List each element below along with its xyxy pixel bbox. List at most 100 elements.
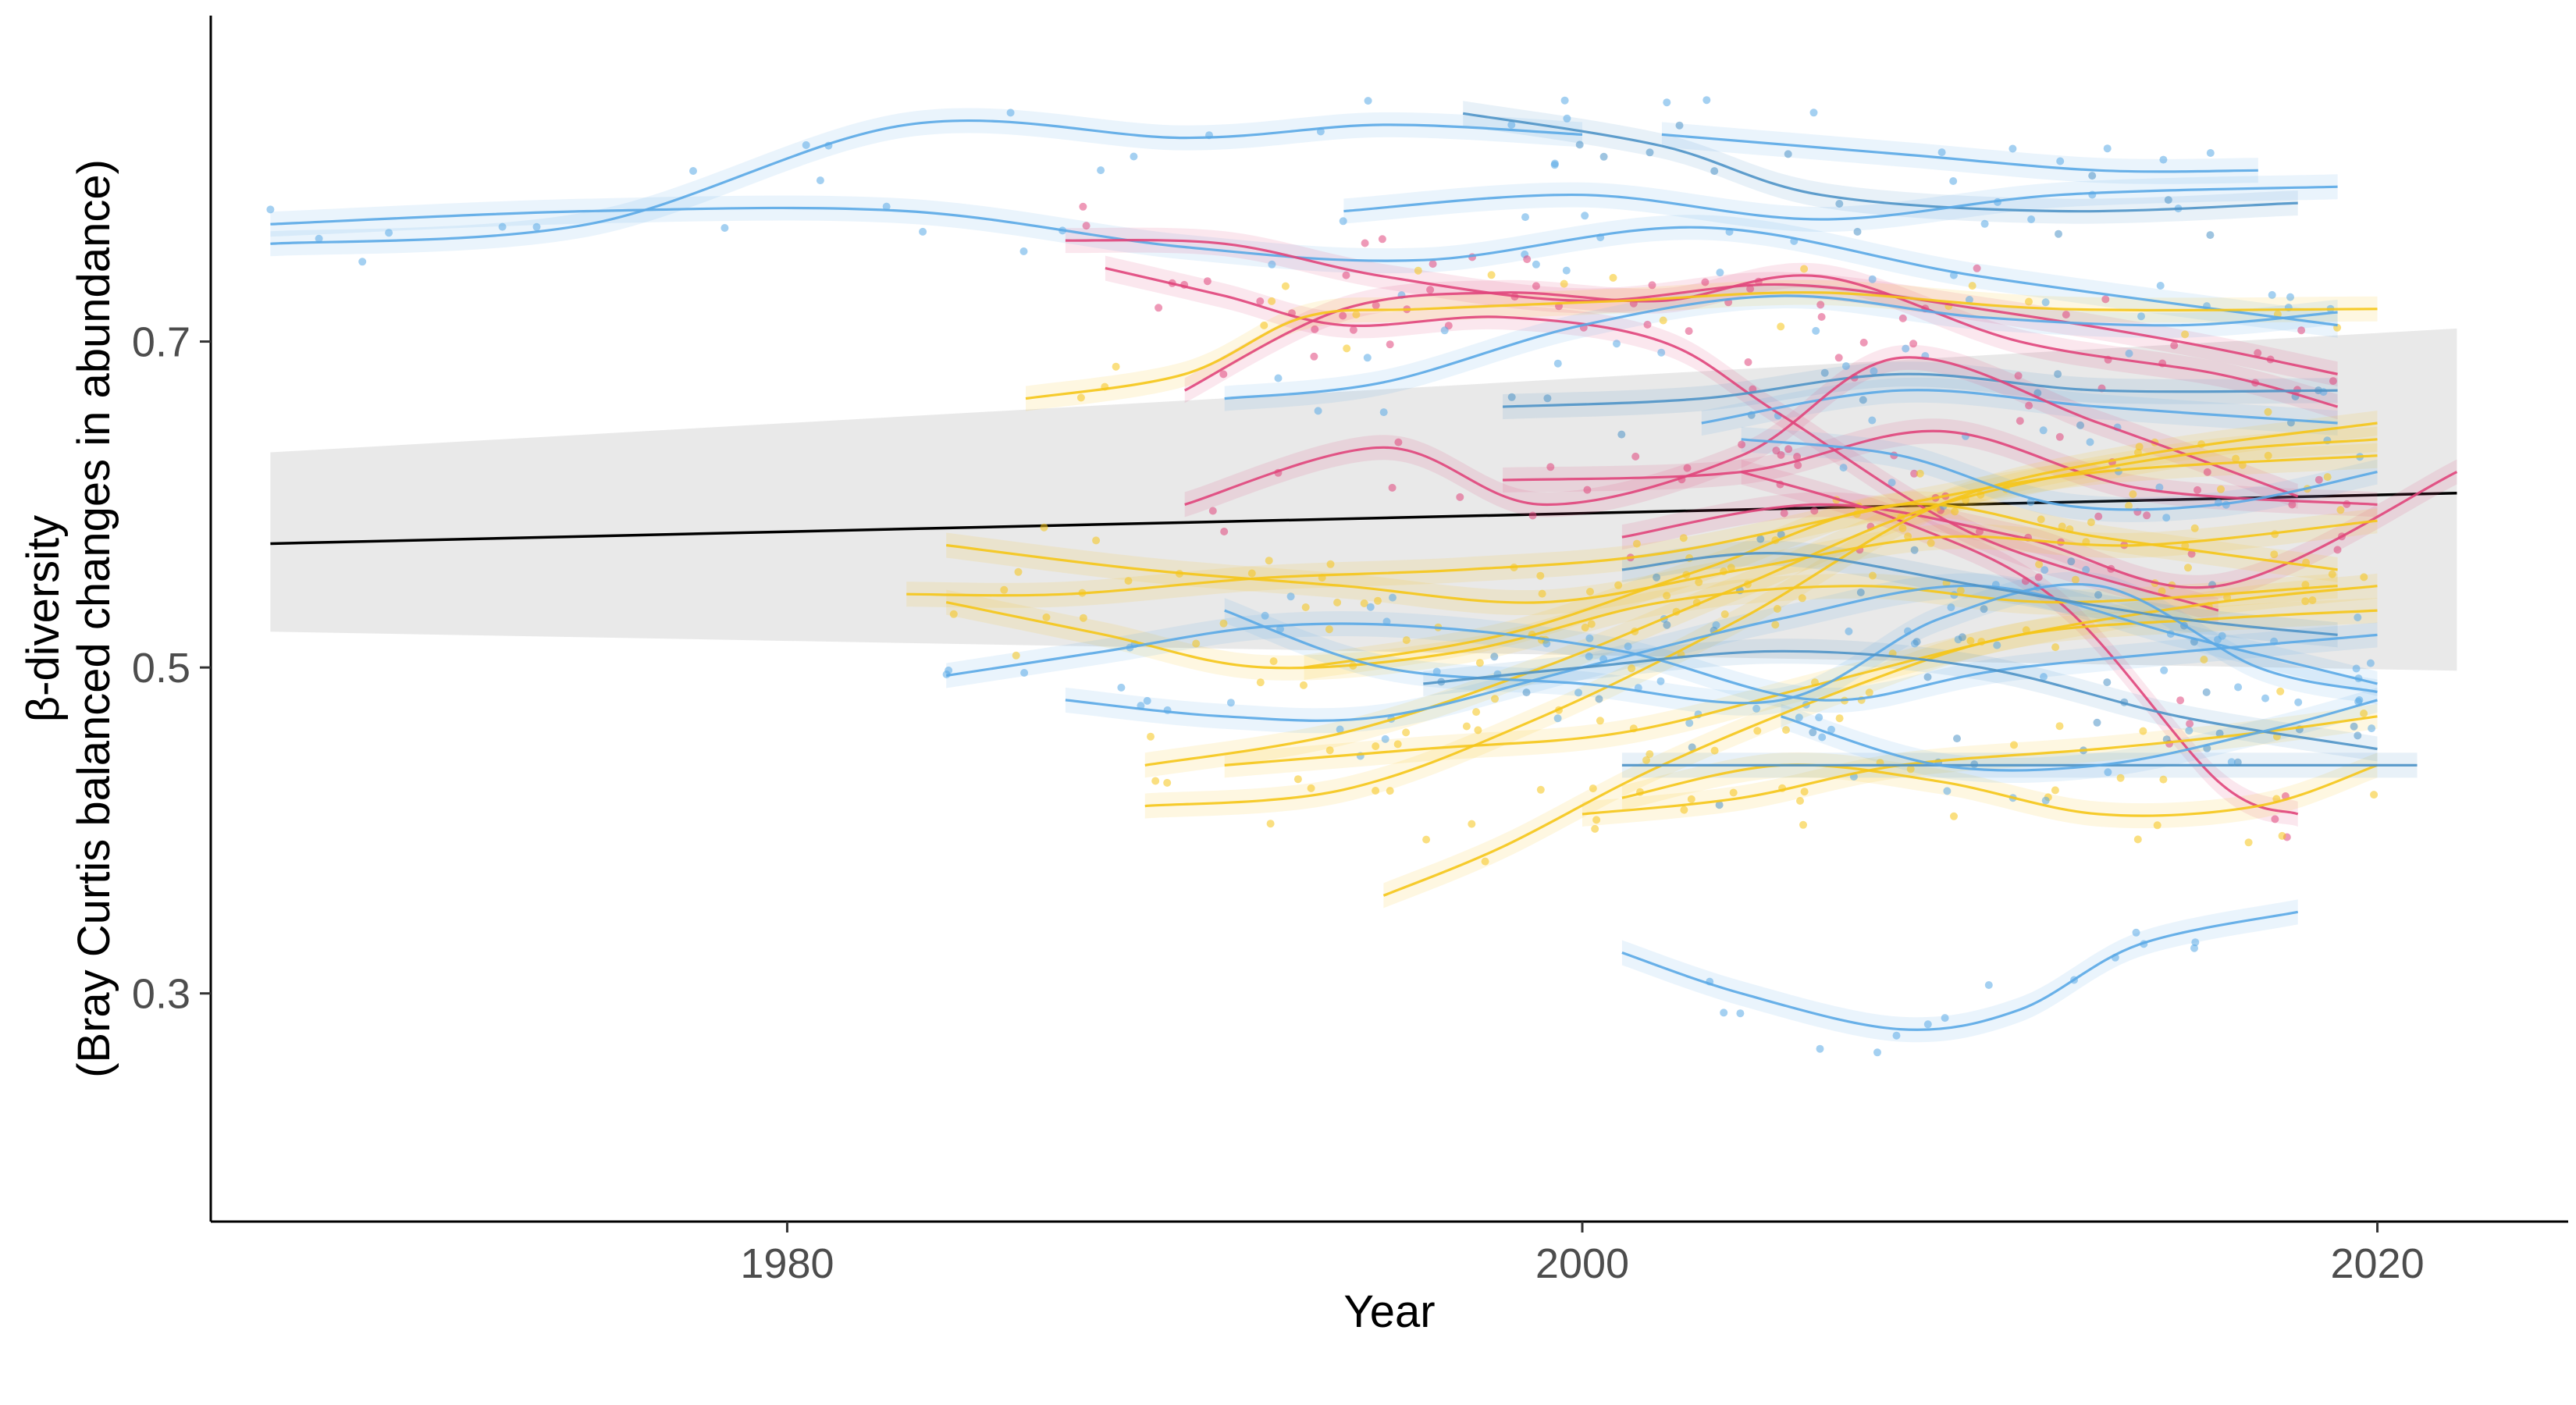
- series-line: [1065, 584, 2378, 722]
- data-point: [2076, 421, 2084, 429]
- data-point: [1937, 148, 1946, 157]
- data-point: [1581, 212, 1589, 220]
- series-line: [1423, 649, 2378, 751]
- data-point: [1265, 557, 1273, 565]
- data-point: [1910, 469, 1919, 478]
- data-point: [1809, 108, 1818, 117]
- data-point: [1949, 177, 1958, 185]
- data-point: [2039, 426, 2048, 435]
- data-point: [1859, 396, 1867, 404]
- data-point: [1780, 509, 1788, 518]
- data-point: [2366, 659, 2375, 667]
- data-point: [1657, 348, 1666, 357]
- data-point: [1562, 266, 1571, 275]
- data-point: [2264, 451, 2272, 460]
- series-ribbon: [1781, 687, 2378, 783]
- data-point: [1595, 695, 1603, 703]
- data-point: [2352, 664, 2361, 673]
- data-point: [1909, 340, 1918, 348]
- data-point: [1006, 108, 1015, 117]
- data-point: [1993, 641, 2001, 649]
- data-point: [1868, 275, 1877, 283]
- data-point: [1720, 610, 1729, 618]
- data-point: [1456, 493, 1464, 501]
- data-point: [2027, 215, 2036, 223]
- data-point: [1386, 340, 1394, 349]
- data-point: [1364, 97, 1372, 105]
- smoothed-series-lines: [270, 112, 2458, 1031]
- data-point: [1591, 824, 1599, 833]
- data-point: [2190, 944, 2198, 952]
- series-ribbon: [1503, 361, 2338, 420]
- data-point: [1352, 311, 1361, 318]
- data-point: [1815, 713, 1823, 722]
- data-point: [1793, 453, 1802, 461]
- series-ribbon: [1621, 459, 2457, 600]
- data-point: [1943, 787, 1952, 795]
- data-point: [1703, 96, 1711, 105]
- data-point: [2025, 297, 2033, 306]
- data-point: [1648, 281, 1656, 290]
- data-point: [2350, 722, 2358, 731]
- data-point: [1835, 714, 1844, 723]
- data-point: [1117, 683, 1126, 692]
- data-point: [1663, 592, 1671, 600]
- data-point: [1523, 255, 1532, 264]
- data-point: [2137, 312, 2145, 321]
- data-point: [2026, 498, 2035, 507]
- y-axis-title-line-2: (Bray Curtis balanced changes in abundan…: [69, 159, 119, 1078]
- data-point: [2328, 570, 2336, 578]
- data-point: [1372, 742, 1380, 750]
- data-point: [2125, 349, 2133, 357]
- data-point: [1777, 450, 1785, 459]
- data-point: [2033, 389, 2042, 397]
- data-point: [1777, 530, 1785, 539]
- data-point: [1553, 359, 1562, 368]
- data-point: [1560, 279, 1568, 288]
- data-point: [1617, 430, 1626, 439]
- data-point: [1646, 148, 1654, 157]
- data-point: [1892, 1031, 1901, 1040]
- data-point: [2160, 666, 2169, 674]
- data-point: [2071, 575, 2080, 584]
- data-point: [1546, 463, 1555, 471]
- data-point: [1381, 735, 1389, 743]
- data-point: [2227, 758, 2236, 767]
- data-point: [1333, 598, 1342, 606]
- data-point: [2159, 155, 2168, 164]
- series-line: [1025, 291, 2378, 400]
- data-point: [2170, 341, 2179, 350]
- data-point: [1659, 316, 1667, 325]
- data-point: [1012, 651, 1020, 660]
- data-point: [1680, 806, 1688, 814]
- series-ribbon: [270, 108, 1582, 257]
- overall-trend-ribbon: [270, 328, 2457, 671]
- data-point: [2203, 468, 2211, 476]
- data-point: [1532, 260, 1540, 269]
- data-point: [1536, 571, 1545, 580]
- data-point: [1256, 678, 1265, 687]
- data-point: [1393, 740, 1402, 749]
- data-point: [2035, 560, 2044, 568]
- data-point: [1542, 639, 1551, 648]
- data-point: [1314, 407, 1322, 415]
- series-ribbon: [1423, 638, 2378, 762]
- data-point: [1429, 260, 1437, 269]
- data-point: [1927, 539, 1935, 547]
- data-point: [1422, 835, 1431, 844]
- data-point: [1923, 673, 1932, 681]
- x-tick-label: 1980: [740, 1240, 834, 1287]
- data-point: [1818, 733, 1827, 742]
- data-point: [1800, 265, 1809, 273]
- data-point: [2103, 144, 2112, 153]
- data-point: [1613, 340, 1621, 348]
- data-point: [1679, 534, 1688, 542]
- data-point: [1756, 535, 1765, 543]
- data-point: [2308, 596, 2317, 604]
- overall-trend: [270, 328, 2457, 671]
- series-ribbon: [1144, 426, 2378, 778]
- data-point: [1685, 327, 1693, 336]
- data-point: [1632, 539, 1641, 548]
- data-point: [2232, 454, 2240, 463]
- data-point: [1363, 354, 1372, 362]
